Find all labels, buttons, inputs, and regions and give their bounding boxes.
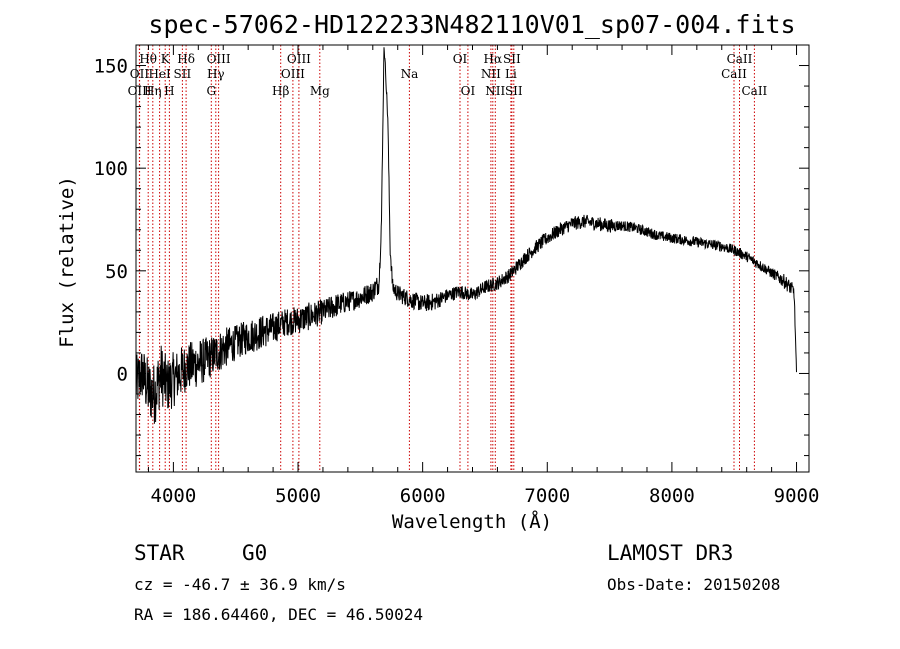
reference-line-label: SII xyxy=(174,67,192,81)
redshift-cz: cz = -46.7 ± 36.9 km/s xyxy=(134,575,346,594)
reference-line-label: Na xyxy=(401,67,419,81)
reference-line-label: H xyxy=(164,84,174,98)
reference-line-label: OIII xyxy=(207,52,231,66)
reference-line-label: SII xyxy=(505,84,523,98)
reference-lines-group xyxy=(138,45,755,472)
plot-frame xyxy=(135,44,810,473)
object-subclass: G0 xyxy=(242,541,267,565)
object-class: STAR xyxy=(134,541,185,565)
reference-line-label: OIII xyxy=(287,52,311,66)
reference-line-label: CaII xyxy=(721,67,747,81)
y-tick-label: 150 xyxy=(94,56,128,78)
reference-line-label: Hγ xyxy=(207,67,225,81)
reference-line-label: Hα xyxy=(484,52,503,66)
x-tick-label: 4000 xyxy=(151,485,197,507)
y-tick-label: 0 xyxy=(117,363,128,385)
reference-line-label: OIII xyxy=(128,84,152,98)
coordinates: RA = 186.64460, DEC = 46.50024 xyxy=(134,605,423,624)
reference-line-label: Hδ xyxy=(177,52,195,66)
y-tick-label: 100 xyxy=(94,158,128,180)
reference-line-label: Hη xyxy=(144,84,162,98)
reference-line-label: Li xyxy=(505,67,517,81)
reference-line-label: OIII xyxy=(281,67,305,81)
reference-line-label: Mg xyxy=(310,84,330,98)
reference-line-label: K xyxy=(161,52,171,66)
x-axis-label: Wavelength (Å) xyxy=(392,510,552,533)
reference-line-label: NII xyxy=(481,67,501,81)
x-tick-label: 8000 xyxy=(649,485,695,507)
spectrum-group xyxy=(135,47,797,424)
observation-date: Obs-Date: 20150208 xyxy=(607,575,780,594)
survey-name: LAMOST DR3 xyxy=(607,541,733,565)
reference-labels-group: HθOIIOIIIHηHeIKHSIIHδGOIIIHγHβOIIIOIIIMg… xyxy=(128,52,768,98)
y-axis-label: Flux (relative) xyxy=(56,176,78,348)
reference-line-label: HeI xyxy=(148,67,171,81)
reference-line-label: G xyxy=(207,84,217,98)
reference-line-label: NII xyxy=(485,84,505,98)
reference-line-label: OII xyxy=(130,67,150,81)
y-axis-ticks: 0 50 100 150 xyxy=(94,44,809,457)
x-tick-label: 7000 xyxy=(524,485,570,507)
spectrum-line xyxy=(135,47,797,424)
reference-line-label: OI xyxy=(461,84,476,98)
reference-line-label: SII xyxy=(503,52,521,66)
x-tick-label: 9000 xyxy=(774,485,820,507)
reference-line-label: Hθ xyxy=(139,52,157,66)
y-tick-label: 50 xyxy=(105,261,128,283)
x-tick-label: 6000 xyxy=(400,485,446,507)
reference-line-label: Hβ xyxy=(272,84,289,98)
reference-line-label: CaII xyxy=(741,84,767,98)
x-axis-ticks: 4000 5000 6000 7000 8000 9000 xyxy=(147,45,820,507)
reference-line-label: OI xyxy=(453,52,468,66)
chart-title: spec-57062-HD122233N482110V01_sp07-004.f… xyxy=(148,10,795,39)
reference-line-label: CaII xyxy=(727,52,753,66)
x-tick-label: 5000 xyxy=(275,485,321,507)
